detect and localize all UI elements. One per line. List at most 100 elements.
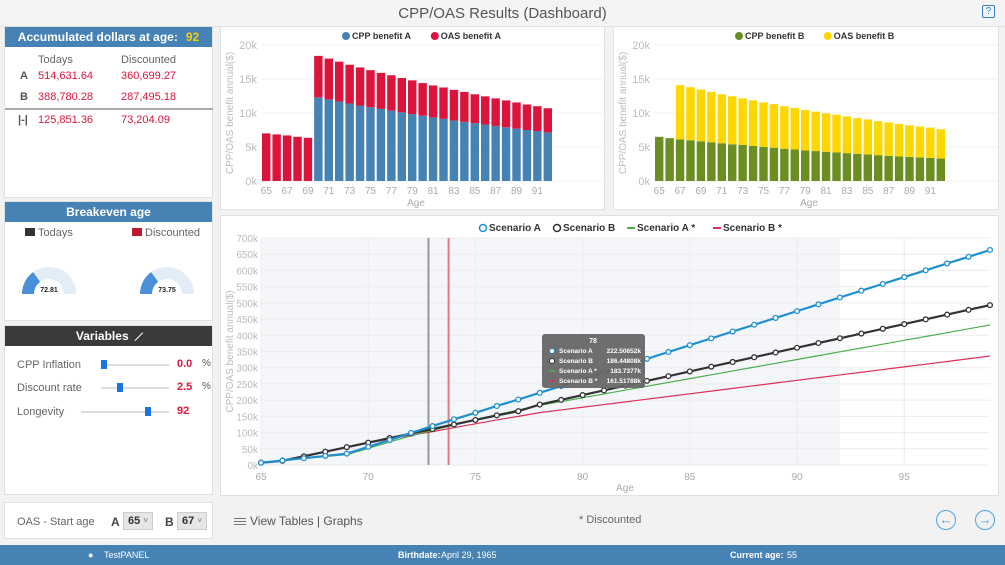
x-tick-label: 69	[695, 186, 707, 197]
data-point	[858, 330, 865, 337]
bar-segment	[675, 139, 685, 181]
bar-segment	[470, 123, 479, 181]
legend-label: CPP benefit B	[745, 31, 805, 41]
y-tick-label: 0k	[245, 176, 257, 188]
data-point	[965, 306, 972, 313]
x-tick-label: 71	[716, 186, 728, 197]
bar-segment	[686, 87, 695, 141]
y-tick-label: 0k	[247, 461, 259, 472]
tooltip-series-name: Scenario B	[559, 358, 593, 365]
help-icon[interactable]: ?	[982, 5, 995, 18]
gauge-discounted-fill	[140, 272, 159, 294]
oas-b-value: 67	[182, 515, 195, 527]
legend-discounted-swatch	[132, 228, 142, 236]
col-todays: Todays	[38, 54, 73, 66]
series-line	[260, 324, 991, 464]
data-point	[879, 280, 886, 287]
x-tick-label: 83	[448, 186, 460, 197]
data-point	[879, 325, 886, 332]
user-icon: ●	[88, 550, 94, 560]
bar-segment	[543, 108, 552, 133]
accumulated-panel: Accumulated dollars at age: 92 Todays Dis…	[4, 26, 213, 198]
data-point	[944, 311, 951, 318]
cpp-inflation-slider[interactable]	[101, 360, 169, 369]
bar-segment	[790, 107, 799, 150]
y-tick-label: 10k	[632, 108, 650, 120]
discount-rate-slider[interactable]	[101, 383, 169, 392]
x-tick-label: 81	[821, 186, 833, 197]
y-tick-label: 15k	[632, 74, 650, 86]
bar-segment	[780, 106, 789, 149]
bar-segment	[717, 94, 726, 144]
discount-rate-thumb[interactable]	[116, 383, 123, 392]
data-point	[836, 294, 843, 301]
longevity-thumb[interactable]	[144, 407, 151, 416]
oas-start-panel: OAS - Start age A 65 ˅ B 67 ˅	[4, 502, 213, 539]
bar-segment	[915, 157, 925, 181]
bar-segment	[884, 155, 893, 181]
legend-todays: Todays	[25, 227, 73, 239]
cpp-inflation-thumb[interactable]	[101, 360, 107, 369]
bar-segment	[915, 126, 925, 158]
bar-segment	[811, 111, 820, 152]
oas-b-select[interactable]: 67 ˅	[177, 512, 207, 530]
bar-segment	[335, 101, 344, 181]
oas-a-select[interactable]: 65 ˅	[123, 512, 153, 530]
bar-segment	[501, 100, 511, 128]
data-point	[515, 408, 522, 415]
view-tables-label: View Tables | Graphs	[250, 514, 363, 528]
bar-segment	[387, 110, 396, 181]
pencil-icon[interactable]: |	[133, 329, 146, 343]
data-point	[257, 459, 265, 466]
line-chart: 0k 50k 100k 150k 200k 250k 300k 350k 400k 450k 500…	[225, 223, 994, 494]
bar-segment	[314, 55, 323, 98]
data-point	[772, 349, 779, 356]
longevity-slider[interactable]	[81, 407, 169, 416]
legend-label: Scenario B	[563, 223, 615, 234]
next-button[interactable]: →	[975, 510, 995, 530]
cpp-inflation-unit: %	[202, 358, 211, 369]
prev-button[interactable]: ←	[936, 510, 956, 530]
x-tick-label: 79	[407, 186, 419, 197]
x-tick-label: 75	[470, 472, 482, 483]
y-axis-label: CPP/OAS benefit annual($)	[225, 52, 236, 174]
tooltip-series-name: Scenario A	[559, 348, 593, 355]
bar-segment	[428, 85, 438, 118]
bar-segment	[748, 100, 758, 146]
y-tick-label: 400k	[236, 331, 259, 342]
data-point	[279, 457, 286, 464]
user-name: TestPANEL	[104, 550, 150, 560]
data-point	[386, 436, 393, 444]
tooltip-swatch	[549, 358, 555, 364]
x-tick-label: 70	[363, 472, 375, 483]
bar-segment	[832, 152, 841, 181]
gauge-todays-fill	[22, 272, 41, 294]
oas-b-label: B	[165, 515, 174, 529]
bar-segment	[738, 144, 747, 181]
longevity-label: Longevity	[17, 406, 65, 418]
y-tick-label: 300k	[236, 364, 259, 375]
data-point	[922, 316, 929, 323]
menu-icon	[234, 516, 246, 527]
data-point	[729, 328, 736, 335]
bar-segment	[324, 99, 333, 181]
y-tick-label: 150k	[236, 412, 259, 423]
legend-label: Scenario A *	[637, 223, 695, 234]
y-tick-label: 550k	[236, 283, 259, 294]
bar-segment	[387, 75, 396, 111]
view-tables-link[interactable]: View Tables | Graphs	[234, 514, 363, 528]
x-tick-label: 71	[323, 186, 335, 197]
bar-segment	[355, 67, 365, 106]
y-tick-label: 15k	[239, 74, 257, 86]
arrow-left-circle-icon: ←	[939, 512, 953, 527]
data-point	[558, 396, 565, 403]
data-point	[965, 253, 972, 260]
x-tick-label: 91	[532, 186, 544, 197]
data-point	[836, 335, 843, 342]
data-point	[686, 368, 693, 375]
data-point	[322, 452, 329, 459]
y-tick-label: 10k	[239, 108, 257, 120]
y-tick-label: 600k	[236, 266, 259, 277]
bar-segment	[366, 107, 375, 181]
